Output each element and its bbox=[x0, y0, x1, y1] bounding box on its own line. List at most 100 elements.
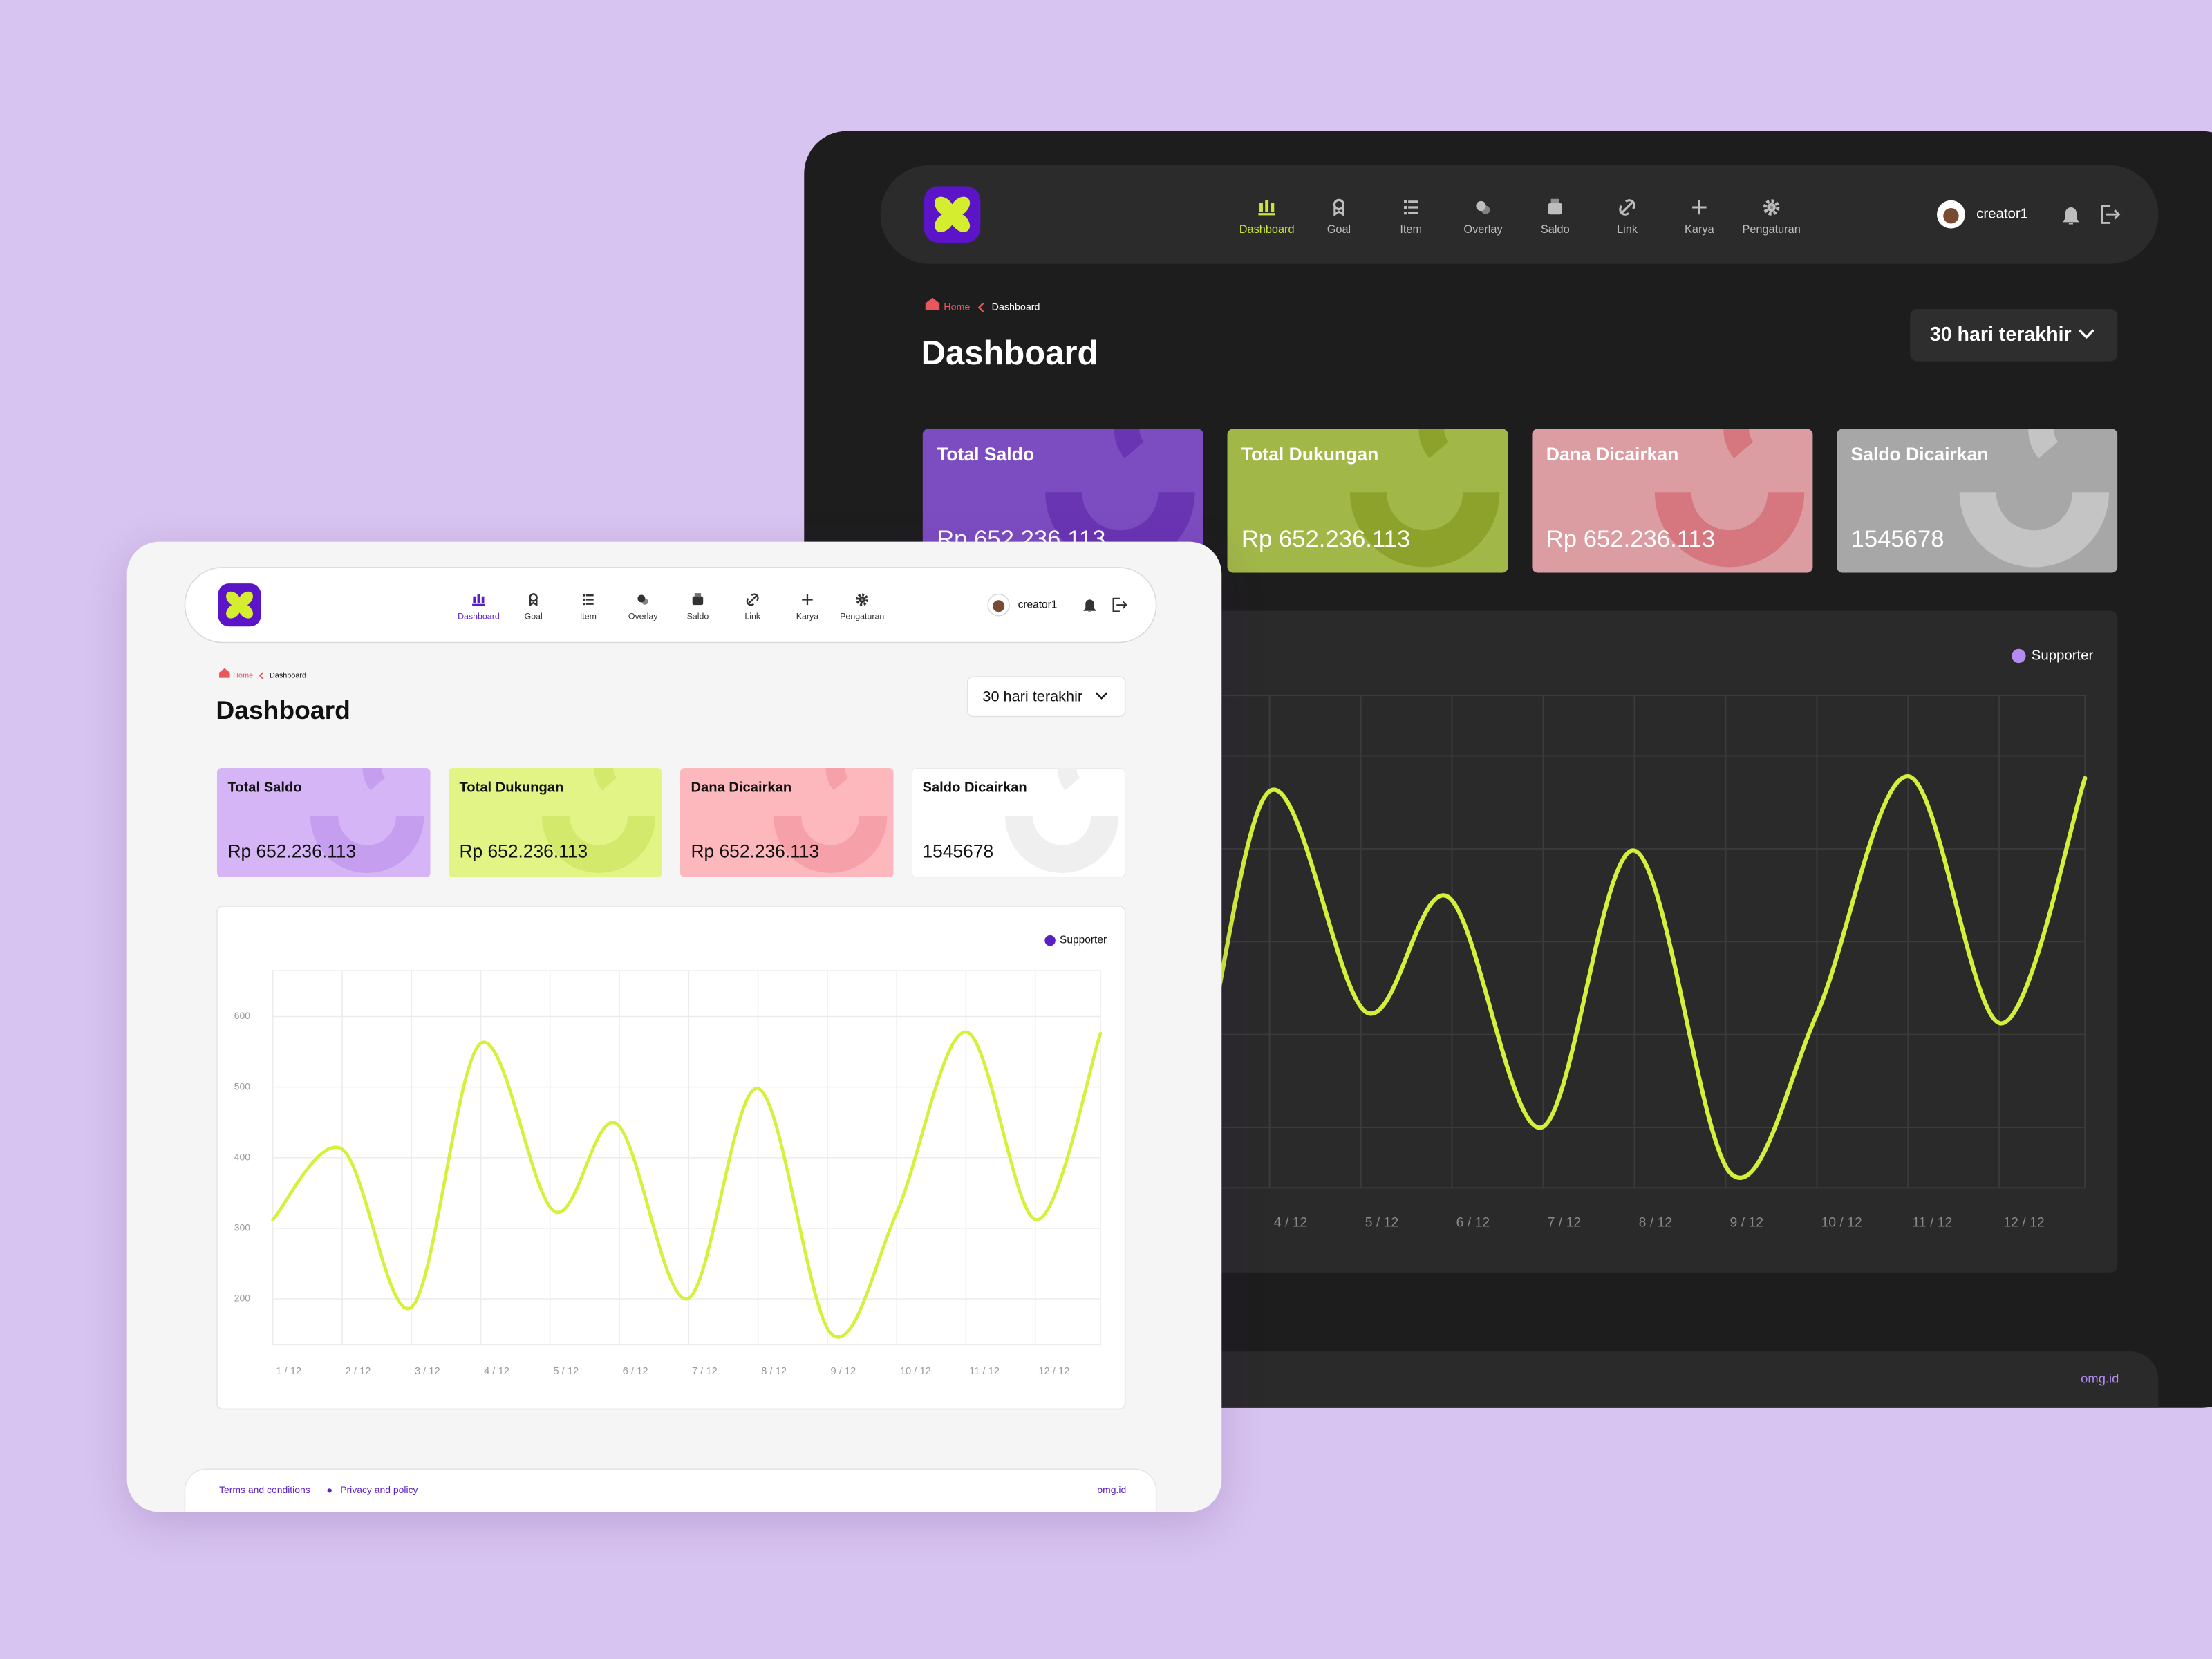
breadcrumb-current: Dashboard bbox=[270, 671, 306, 679]
x-tick-label: 11 / 12 bbox=[1912, 1215, 1952, 1230]
card-label: Dana Dicairkan bbox=[1546, 444, 1679, 465]
x-tick-label: 3 / 12 bbox=[415, 1366, 440, 1377]
nav-item[interactable]: Saldo bbox=[687, 612, 709, 621]
user-name[interactable]: creator1 bbox=[1018, 599, 1058, 610]
nav-item[interactable]: Goal bbox=[525, 612, 543, 621]
nav-item[interactable]: Overlay bbox=[628, 612, 658, 621]
nav-icon bbox=[1333, 207, 1344, 217]
nav-item[interactable]: Item bbox=[1400, 223, 1422, 236]
x-tick-label: 4 / 12 bbox=[484, 1366, 509, 1377]
x-tick-label: 5 / 12 bbox=[553, 1366, 579, 1377]
footer-brand[interactable]: omg.id bbox=[2081, 1371, 2119, 1386]
nav-item[interactable]: Saldo bbox=[1541, 223, 1570, 236]
breadcrumb-chevron bbox=[977, 302, 984, 312]
date-range[interactable]: 30 hari terakhir bbox=[1930, 324, 2072, 346]
nav-icon bbox=[1408, 206, 1418, 209]
footer bbox=[184, 1468, 1157, 1512]
nav-item[interactable]: Goal bbox=[1327, 223, 1351, 236]
user-name[interactable]: creator1 bbox=[1976, 207, 2028, 222]
nav-icon bbox=[583, 603, 585, 606]
footer-link[interactable]: Privacy and policy bbox=[340, 1484, 418, 1495]
y-tick-label: 600 bbox=[234, 1010, 251, 1021]
nav-icon bbox=[1404, 205, 1407, 209]
card-value: Rp 652.236.113 bbox=[691, 841, 820, 861]
x-tick-label: 5 / 12 bbox=[1365, 1215, 1398, 1230]
x-tick-label: 12 / 12 bbox=[2003, 1215, 2044, 1230]
y-tick-label: 300 bbox=[234, 1222, 251, 1233]
screen: Dashboard Goal Item Overlay Saldo Link Karya Pe… bbox=[126, 541, 1222, 1512]
x-tick-label: 12 / 12 bbox=[1038, 1366, 1069, 1377]
date-range[interactable]: 30 hari terakhir bbox=[982, 687, 1082, 704]
logo-petal bbox=[950, 196, 971, 216]
nav-icon bbox=[692, 596, 704, 606]
card-label: Total Saldo bbox=[937, 444, 1034, 465]
x-tick-label: 6 / 12 bbox=[623, 1366, 648, 1377]
breadcrumb-home[interactable]: Home bbox=[944, 302, 970, 313]
x-tick-label: 7 / 12 bbox=[692, 1366, 718, 1377]
nav-icon bbox=[694, 593, 702, 597]
card-decor bbox=[1654, 491, 1805, 568]
x-tick-label: 10 / 12 bbox=[1821, 1215, 1862, 1230]
nav-item[interactable]: Overlay bbox=[1463, 223, 1503, 236]
card-decor bbox=[1959, 491, 2110, 568]
logout-icon[interactable] bbox=[2101, 205, 2121, 224]
nav-icon bbox=[1258, 213, 1275, 216]
avatar-face bbox=[993, 600, 1005, 612]
nav-item[interactable]: Link bbox=[1617, 223, 1638, 236]
date-dropdown[interactable] bbox=[966, 676, 1126, 718]
nav-item[interactable]: Karya bbox=[1685, 223, 1715, 236]
logo-petal bbox=[238, 603, 253, 619]
nav-icon bbox=[1404, 200, 1407, 203]
footer-brand[interactable]: omg.id bbox=[1097, 1484, 1126, 1495]
nav-item[interactable]: Dashboard bbox=[1239, 223, 1295, 236]
dropdown-chevron bbox=[1095, 692, 1108, 700]
logo-petal bbox=[934, 212, 955, 232]
card-decor bbox=[825, 767, 892, 791]
date-dropdown[interactable] bbox=[1910, 308, 2118, 362]
bell-icon[interactable] bbox=[1083, 599, 1096, 613]
breadcrumb-chevron bbox=[259, 672, 264, 679]
card: Saldo Dicairkan 1545678 bbox=[912, 767, 1125, 878]
screen-canvas: Dashboard Goal Item Overlay Saldo Link Karya Pe… bbox=[184, 567, 1157, 1512]
nav-icon bbox=[746, 593, 759, 606]
bell-icon[interactable] bbox=[2062, 207, 2080, 225]
x-tick-label: 2 / 12 bbox=[346, 1366, 371, 1377]
nav-item[interactable]: Link bbox=[744, 612, 761, 621]
footer-link[interactable]: Terms and conditions bbox=[219, 1484, 310, 1495]
nav-icon bbox=[1692, 200, 1707, 215]
nav-item[interactable]: Dashboard bbox=[458, 612, 500, 621]
x-tick-label: 1 / 12 bbox=[276, 1366, 301, 1377]
nav-icon bbox=[585, 599, 594, 601]
card-decor bbox=[1114, 429, 1201, 458]
x-tick-label: 11 / 12 bbox=[969, 1366, 1000, 1377]
nav-icon bbox=[473, 596, 476, 603]
line-series bbox=[271, 1030, 1103, 1339]
x-tick-label: 9 / 12 bbox=[1730, 1215, 1763, 1230]
home-icon bbox=[219, 668, 230, 678]
page-title: Dashboard bbox=[216, 695, 350, 724]
card-label: Dana Dicairkan bbox=[691, 780, 792, 796]
nav-icon bbox=[861, 598, 864, 601]
nav-icon bbox=[529, 599, 538, 607]
logout-icon[interactable] bbox=[1112, 597, 1127, 612]
card-value: Rp 652.236.113 bbox=[459, 841, 588, 861]
nav-item[interactable]: Pengaturan bbox=[840, 612, 884, 621]
breadcrumb-home[interactable]: Home bbox=[233, 671, 253, 679]
nav-icon bbox=[856, 593, 869, 606]
nav-item[interactable]: Pengaturan bbox=[1742, 223, 1800, 236]
card-value: Rp 652.236.113 bbox=[1546, 526, 1715, 552]
nav-icon bbox=[1333, 198, 1345, 211]
nav-item[interactable]: Karya bbox=[796, 612, 818, 621]
nav-icon bbox=[583, 598, 585, 601]
card: Total Saldo Rp 652.236.113 bbox=[216, 767, 431, 878]
x-tick-label: 4 / 12 bbox=[1274, 1215, 1307, 1230]
card-decor bbox=[1350, 491, 1500, 568]
nav-icon bbox=[585, 603, 594, 605]
x-tick-label: 7 / 12 bbox=[1548, 1215, 1581, 1230]
legend-label: Supporter bbox=[1060, 935, 1107, 946]
x-tick-label: 10 / 12 bbox=[900, 1366, 931, 1377]
x-tick-label: 8 / 12 bbox=[1639, 1215, 1672, 1230]
nav-item[interactable]: Item bbox=[580, 612, 597, 621]
